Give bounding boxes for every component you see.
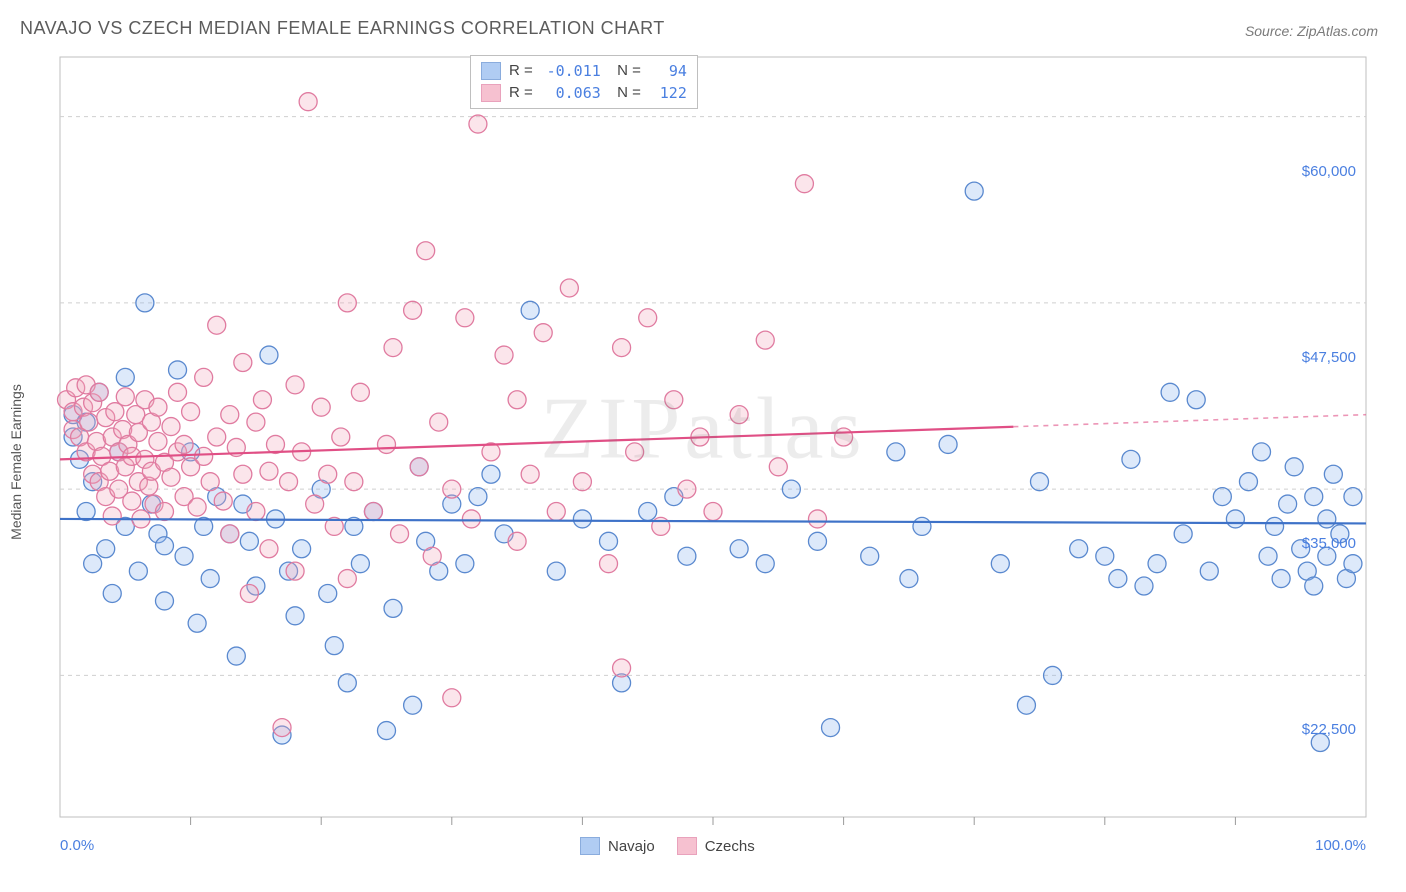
chart-container: Median Female Earnings ZIPatlas R = -0.0… <box>20 47 1386 877</box>
legend-row: R = 0.063 N = 122 <box>481 82 687 104</box>
scatter-chart <box>20 47 1386 877</box>
legend-n-value: 122 <box>649 82 687 104</box>
legend-n-label: N = <box>609 60 641 82</box>
legend-swatch <box>481 84 501 102</box>
chart-title: NAVAJO VS CZECH MEDIAN FEMALE EARNINGS C… <box>20 18 665 39</box>
y-tick-label: $35,000 <box>1302 535 1356 552</box>
legend-n-value: 94 <box>649 60 687 82</box>
legend-r-label: R = <box>509 60 533 82</box>
legend-swatch <box>677 837 697 855</box>
legend-r-value: 0.063 <box>541 82 601 104</box>
y-tick-label: $47,500 <box>1302 349 1356 366</box>
legend-r-label: R = <box>509 82 533 104</box>
series-legend-item: Czechs <box>677 837 755 855</box>
x-tick-start: 0.0% <box>60 837 94 854</box>
y-tick-label: $60,000 <box>1302 163 1356 180</box>
series-legend: Navajo Czechs <box>580 837 755 855</box>
legend-label: Navajo <box>608 838 655 855</box>
source-label: Source: ZipAtlas.com <box>1245 23 1378 39</box>
x-tick-end: 100.0% <box>1315 837 1366 854</box>
y-axis-label: Median Female Earnings <box>8 384 24 540</box>
series-legend-item: Navajo <box>580 837 655 855</box>
correlation-legend: R = -0.011 N = 94R = 0.063 N = 122 <box>470 55 698 109</box>
legend-r-value: -0.011 <box>541 60 601 82</box>
legend-n-label: N = <box>609 82 641 104</box>
legend-swatch <box>580 837 600 855</box>
legend-row: R = -0.011 N = 94 <box>481 60 687 82</box>
y-tick-label: $22,500 <box>1302 721 1356 738</box>
legend-label: Czechs <box>705 838 755 855</box>
legend-swatch <box>481 62 501 80</box>
